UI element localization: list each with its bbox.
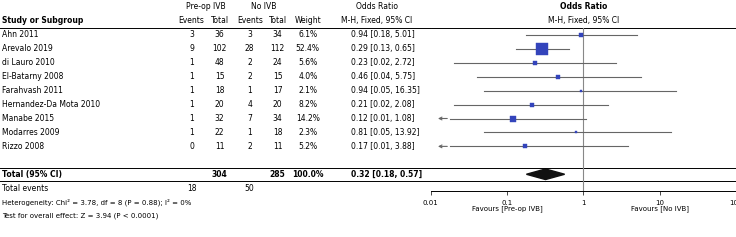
Text: Favours [No IVB]: Favours [No IVB] [631,206,689,212]
Text: Manabe 2015: Manabe 2015 [2,114,54,123]
Text: M-H, Fixed, 95% CI: M-H, Fixed, 95% CI [548,16,619,25]
Text: 1: 1 [189,100,194,109]
Text: 20: 20 [273,100,283,109]
Text: 11: 11 [215,142,224,151]
Text: 112: 112 [271,44,285,53]
Text: 36: 36 [215,30,224,39]
Text: 1: 1 [189,72,194,81]
Polygon shape [526,169,565,180]
Text: 0.94 [0.05, 16.35]: 0.94 [0.05, 16.35] [351,86,420,95]
Text: 0.23 [0.02, 2.72]: 0.23 [0.02, 2.72] [351,58,414,67]
Text: 20: 20 [215,100,224,109]
Text: Weight: Weight [294,16,321,25]
Text: 1: 1 [189,86,194,95]
Text: 102: 102 [213,44,227,53]
Text: 2.3%: 2.3% [298,128,317,137]
Text: 0.81 [0.05, 13.92]: 0.81 [0.05, 13.92] [351,128,420,137]
Text: 15: 15 [273,72,283,81]
Text: 2: 2 [247,142,252,151]
Text: 2: 2 [247,72,252,81]
Text: No IVB: No IVB [251,2,277,11]
Text: 0: 0 [189,142,194,151]
Text: 34: 34 [273,30,283,39]
Text: 0.21 [0.02, 2.08]: 0.21 [0.02, 2.08] [351,100,414,109]
Text: 18: 18 [187,184,197,193]
Text: 0.46 [0.04, 5.75]: 0.46 [0.04, 5.75] [351,72,415,81]
Text: 1: 1 [189,128,194,137]
Text: 22: 22 [215,128,224,137]
Text: Events: Events [237,16,263,25]
Text: 304: 304 [212,170,227,179]
Text: Modarres 2009: Modarres 2009 [2,128,60,137]
Text: 5.6%: 5.6% [298,58,317,67]
Text: 0.94 [0.18, 5.01]: 0.94 [0.18, 5.01] [351,30,414,39]
Text: 1: 1 [189,58,194,67]
Text: 18: 18 [215,86,224,95]
Text: 2: 2 [247,58,252,67]
Text: 50: 50 [245,184,255,193]
Text: 14.2%: 14.2% [296,114,319,123]
Text: 11: 11 [273,142,283,151]
Text: 4: 4 [247,100,252,109]
Text: Favours [Pre-op IVB]: Favours [Pre-op IVB] [472,206,542,212]
Text: 34: 34 [273,114,283,123]
Text: 8.2%: 8.2% [298,100,317,109]
Text: 1: 1 [247,128,252,137]
Text: 9: 9 [189,44,194,53]
Text: Ahn 2011: Ahn 2011 [2,30,39,39]
Text: Events: Events [179,16,205,25]
Text: Heterogeneity: Chi² = 3.78, df = 8 (P = 0.88); I² = 0%: Heterogeneity: Chi² = 3.78, df = 8 (P = … [2,198,191,206]
Text: M-H, Fixed, 95% CI: M-H, Fixed, 95% CI [341,16,412,25]
Text: 1: 1 [189,114,194,123]
Text: 0.29 [0.13, 0.65]: 0.29 [0.13, 0.65] [351,44,415,53]
Text: 24: 24 [273,58,283,67]
Text: 18: 18 [273,128,283,137]
Text: Total: Total [269,16,287,25]
Text: 6.1%: 6.1% [298,30,317,39]
Text: 15: 15 [215,72,224,81]
Text: 285: 285 [270,170,286,179]
Text: Odds Ratio: Odds Ratio [355,2,397,11]
Text: 28: 28 [245,44,255,53]
Text: 4.0%: 4.0% [298,72,317,81]
Text: 48: 48 [215,58,224,67]
Text: 2.1%: 2.1% [298,86,317,95]
Text: 32: 32 [215,114,224,123]
Text: Total events: Total events [2,184,49,193]
Text: Total (95% CI): Total (95% CI) [2,170,62,179]
Text: Arevalo 2019: Arevalo 2019 [2,44,53,53]
Text: 3: 3 [247,30,252,39]
Text: 0.17 [0.01, 3.88]: 0.17 [0.01, 3.88] [351,142,414,151]
Text: 5.2%: 5.2% [298,142,317,151]
Text: 1: 1 [247,86,252,95]
Text: 52.4%: 52.4% [296,44,320,53]
Text: El-Batarny 2008: El-Batarny 2008 [2,72,63,81]
Text: 0.12 [0.01, 1.08]: 0.12 [0.01, 1.08] [351,114,414,123]
Text: Odds Ratio: Odds Ratio [559,2,607,11]
Text: Farahvash 2011: Farahvash 2011 [2,86,63,95]
Text: Study or Subgroup: Study or Subgroup [2,16,83,25]
Text: 100.0%: 100.0% [292,170,324,179]
Text: Total: Total [210,16,229,25]
Text: Hernandez-Da Mota 2010: Hernandez-Da Mota 2010 [2,100,100,109]
Text: 17: 17 [273,86,283,95]
Text: Pre-op IVB: Pre-op IVB [185,2,225,11]
Text: di Lauro 2010: di Lauro 2010 [2,58,55,67]
Text: Rizzo 2008: Rizzo 2008 [2,142,44,151]
Text: 3: 3 [189,30,194,39]
Text: 7: 7 [247,114,252,123]
Text: Test for overall effect: Z = 3.94 (P < 0.0001): Test for overall effect: Z = 3.94 (P < 0… [2,213,158,219]
Text: 0.32 [0.18, 0.57]: 0.32 [0.18, 0.57] [351,170,422,179]
